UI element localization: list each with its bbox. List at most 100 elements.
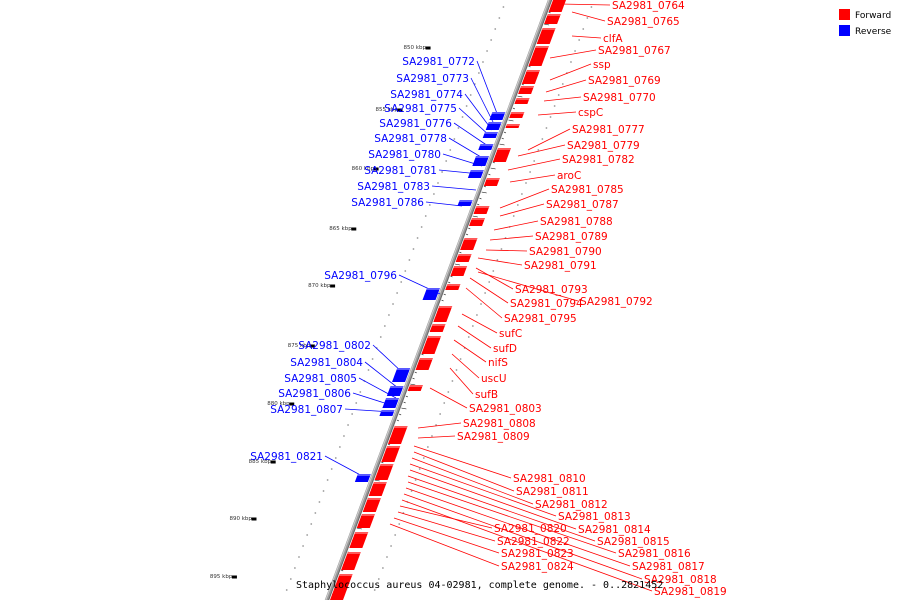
gene-label-sa2981-0777[interactable]: SA2981_0777 [572, 124, 645, 136]
gene-label-sa2981-0812[interactable]: SA2981_0812 [535, 499, 608, 511]
backbone-line [325, 0, 550, 600]
gene-block-highlight [526, 70, 541, 72]
gene-label-sa2981-0785[interactable]: SA2981_0785 [551, 184, 624, 196]
gene-label-sa2981-0823[interactable]: SA2981_0823 [501, 548, 574, 560]
guide-dot [310, 523, 313, 525]
gene-label-sa2981-0821[interactable]: SA2981_0821 [250, 451, 323, 463]
gene-label-sa2981-0775[interactable]: SA2981_0775 [384, 103, 457, 115]
gene-label-sufd[interactable]: sufD [493, 343, 517, 355]
gene-label-sa2981-0795[interactable]: SA2981_0795 [504, 313, 577, 325]
gene-block-highlight [487, 122, 502, 124]
gene-label-sa2981-0818[interactable]: SA2981_0818 [644, 574, 717, 586]
gene-label-sa2981-0816[interactable]: SA2981_0816 [618, 548, 691, 560]
guide-dot [453, 138, 456, 140]
gene-label-uscu[interactable]: uscU [481, 373, 507, 385]
gene-label-sa2981-0804[interactable]: SA2981_0804 [290, 357, 363, 369]
gene-label-sa2981-0824[interactable]: SA2981_0824 [501, 561, 574, 573]
gene-label-sa2981-0774[interactable]: SA2981_0774 [390, 89, 463, 101]
leader-line [507, 158, 561, 171]
gene-label-sa2981-0773[interactable]: SA2981_0773 [396, 73, 469, 85]
gene-label-sa2981-0793[interactable]: SA2981_0793 [515, 284, 588, 296]
gene-label-sa2981-0767[interactable]: SA2981_0767 [598, 45, 671, 57]
gene-label-sa2981-0807[interactable]: SA2981_0807 [270, 404, 343, 416]
guide-dot [494, 28, 497, 30]
gene-label-sa2981-0786[interactable]: SA2981_0786 [351, 197, 424, 209]
guide-dot [400, 281, 403, 283]
gene-features [330, 0, 567, 600]
gene-label-sa2981-0811[interactable]: SA2981_0811 [516, 486, 589, 498]
gene-label-sa2981-0770[interactable]: SA2981_0770 [583, 92, 656, 104]
gene-label-ssp[interactable]: ssp [593, 59, 611, 71]
gene-label-sa2981-0822[interactable]: SA2981_0822 [497, 536, 570, 548]
gene-label-sa2981-0789[interactable]: SA2981_0789 [535, 231, 608, 243]
gene-label-sa2981-0772[interactable]: SA2981_0772 [402, 56, 475, 68]
gene-label-sa2981-0808[interactable]: SA2981_0808 [463, 418, 536, 430]
gene-label-sa2981-0796[interactable]: SA2981_0796 [324, 270, 397, 282]
leader-line [399, 505, 493, 529]
gene-label-sa2981-0776[interactable]: SA2981_0776 [379, 118, 452, 130]
guide-dot [379, 336, 382, 338]
gene-label-sa2981-0820[interactable]: SA2981_0820 [494, 523, 567, 535]
gene-label-cspc[interactable]: cspC [578, 107, 603, 119]
gene-label-sa2981-0809[interactable]: SA2981_0809 [457, 431, 530, 443]
gene-label-sa2981-0810[interactable]: SA2981_0810 [513, 473, 586, 485]
gene-block-highlight [393, 426, 408, 428]
guide-dot [578, 39, 581, 41]
minor-tick [465, 233, 469, 236]
gene-label-nifs[interactable]: nifS [488, 357, 508, 369]
reverse-gene-block [472, 156, 490, 166]
guide-dot [443, 402, 446, 404]
gene-label-sa2981-0819[interactable]: SA2981_0819 [654, 586, 727, 598]
gene-label-sa2981-0782[interactable]: SA2981_0782 [562, 154, 635, 166]
leader-line [476, 60, 499, 117]
label-leader-lines [324, 3, 653, 592]
gene-label-sa2981-0783[interactable]: SA2981_0783 [357, 181, 430, 193]
guide-dot [334, 457, 337, 459]
gene-label-sa2981-0778[interactable]: SA2981_0778 [374, 133, 447, 145]
guide-dot [471, 325, 474, 327]
gene-label-sa2981-0792[interactable]: SA2981_0792 [580, 296, 653, 308]
gene-label-sa2981-0764[interactable]: SA2981_0764 [612, 0, 685, 12]
leader-line [393, 517, 500, 554]
gene-label-sa2981-0806[interactable]: SA2981_0806 [278, 388, 351, 400]
guide-dot [492, 270, 495, 272]
minor-tick [477, 203, 480, 206]
gene-label-sa2981-0788[interactable]: SA2981_0788 [540, 216, 613, 228]
gene-label-sa2981-0787[interactable]: SA2981_0787 [546, 199, 619, 211]
gene-label-sa2981-0815[interactable]: SA2981_0815 [597, 536, 670, 548]
gene-label-sa2981-0781[interactable]: SA2981_0781 [364, 165, 437, 177]
gene-block-highlight [463, 238, 478, 240]
gene-block-highlight [510, 112, 525, 114]
leader-line [457, 325, 492, 349]
gene-label-sa2981-0817[interactable]: SA2981_0817 [632, 561, 705, 573]
gene-label-sa2981-0803[interactable]: SA2981_0803 [469, 403, 542, 415]
guide-dot [343, 435, 345, 437]
forward-gene-block [407, 385, 423, 391]
gene-label-sa2981-0779[interactable]: SA2981_0779 [567, 140, 640, 152]
gene-label-sa2981-0791[interactable]: SA2981_0791 [524, 260, 597, 272]
gene-label-sa2981-0790[interactable]: SA2981_0790 [529, 246, 602, 258]
gene-block-highlight [373, 482, 387, 484]
gene-block-highlight [379, 464, 394, 466]
leader-line [425, 201, 463, 207]
gene-label-sa2981-0780[interactable]: SA2981_0780 [368, 149, 441, 161]
legend-reverse-label: Reverse [855, 27, 892, 37]
leader-line [499, 188, 550, 209]
guide-dot [418, 468, 421, 470]
gene-label-sa2981-0805[interactable]: SA2981_0805 [284, 373, 357, 385]
leader-line [499, 203, 545, 217]
leader-line [509, 174, 556, 183]
gene-label-aroc[interactable]: aroC [557, 170, 581, 182]
leader-line [527, 128, 571, 151]
gene-label-sa2981-0769[interactable]: SA2981_0769 [588, 75, 661, 87]
gene-label-sa2981-0813[interactable]: SA2981_0813 [558, 511, 631, 523]
gene-label-sa2981-0794[interactable]: SA2981_0794 [510, 298, 583, 310]
leader-line [407, 481, 617, 554]
gene-label-sa2981-0814[interactable]: SA2981_0814 [578, 524, 651, 536]
minor-tick [341, 569, 344, 572]
gene-label-sufc[interactable]: sufC [499, 328, 522, 340]
gene-label-sa2981-0802[interactable]: SA2981_0802 [298, 340, 371, 352]
gene-label-sufb[interactable]: sufB [475, 389, 498, 401]
gene-label-sa2981-0765[interactable]: SA2981_0765 [607, 16, 680, 28]
gene-label-clfa[interactable]: clfA [603, 33, 623, 45]
